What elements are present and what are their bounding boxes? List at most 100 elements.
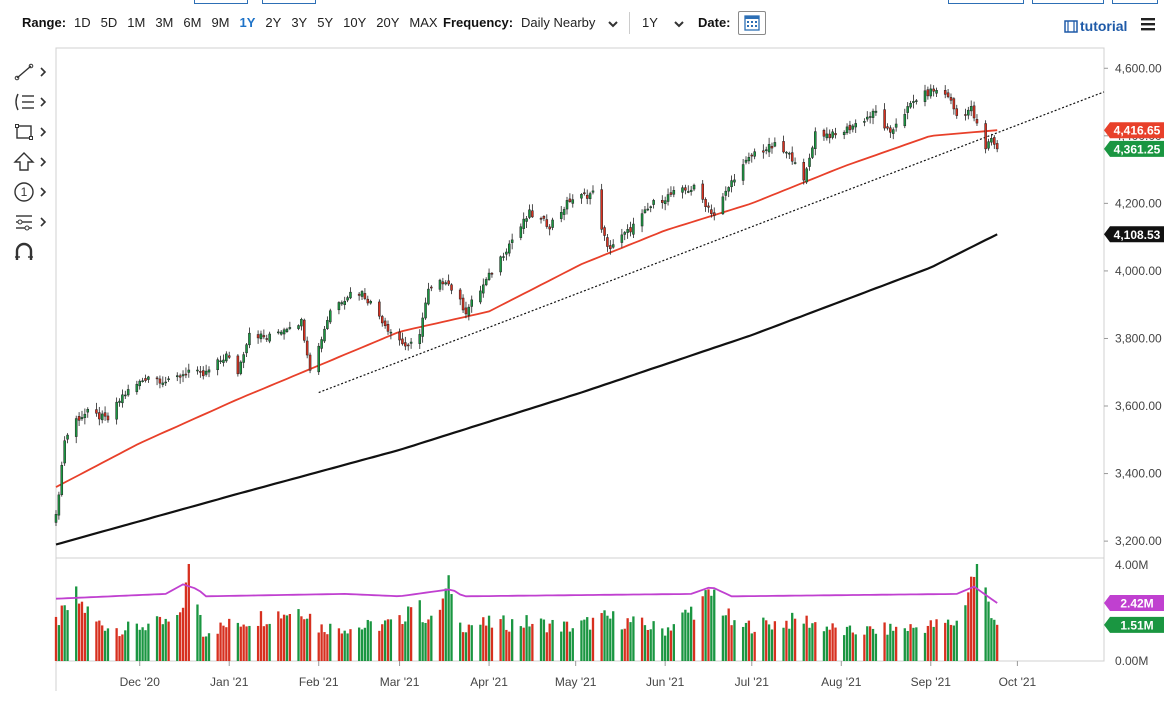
candle-up xyxy=(724,190,728,196)
price-panel-frame xyxy=(55,47,1105,559)
volume-bar-up xyxy=(889,623,892,661)
volume-bar-up xyxy=(268,623,271,661)
candle-up xyxy=(248,332,251,346)
value-badges: 4,416.65 4,361.25 4,108.53 2.42M 1.51M xyxy=(1104,122,1164,633)
top-tab-stub[interactable] xyxy=(262,0,316,4)
candle-up xyxy=(467,306,471,316)
candle-down xyxy=(585,194,589,199)
volume-bar-up xyxy=(444,588,447,661)
volume-ma-badge-shape xyxy=(1104,595,1164,612)
volume-bar-down xyxy=(438,609,442,661)
top-tab-stub[interactable] xyxy=(1032,0,1104,4)
range-5y[interactable]: 5Y xyxy=(317,15,334,30)
range-max[interactable]: MAX xyxy=(409,15,438,30)
volume-bar-down xyxy=(926,625,930,661)
range-1y[interactable]: 1Y xyxy=(239,15,256,30)
volume-bar-up xyxy=(407,606,410,661)
volume-bar-up xyxy=(762,617,765,661)
candle-down xyxy=(227,355,231,358)
candle-up xyxy=(297,325,300,329)
volume-ma-line xyxy=(55,583,998,604)
candle-up xyxy=(559,212,563,219)
candle-up xyxy=(863,121,866,123)
hamburger-menu-icon[interactable] xyxy=(1140,16,1156,32)
candle-up xyxy=(360,291,364,297)
range-3y[interactable]: 3Y xyxy=(291,15,308,30)
volume-bar-down xyxy=(381,624,384,661)
line-tool-button[interactable] xyxy=(12,60,52,84)
range-20y[interactable]: 20Y xyxy=(376,15,400,30)
range-1m[interactable]: 1M xyxy=(127,15,146,30)
fibonacci-tool-button[interactable] xyxy=(12,90,52,114)
frequency-select[interactable]: Daily Nearby xyxy=(521,15,619,31)
candle-up xyxy=(788,152,791,155)
candle-up xyxy=(528,209,531,218)
candle-up xyxy=(323,328,326,342)
volume-bar-up xyxy=(713,589,716,661)
volume-bar-up xyxy=(360,629,364,661)
top-tab-stub[interactable] xyxy=(1112,0,1158,4)
candle-down xyxy=(964,114,967,116)
range-2y[interactable]: 2Y xyxy=(265,15,282,30)
range-5d[interactable]: 5D xyxy=(100,15,118,30)
volume-bar-up xyxy=(955,620,958,661)
range-3m[interactable]: 3M xyxy=(155,15,174,30)
tutorial-link[interactable]: tutorial xyxy=(1064,18,1127,34)
volume-bar-down xyxy=(944,622,947,661)
volume-bar-down xyxy=(894,626,898,661)
pitchfork-tool-button[interactable] xyxy=(12,210,52,234)
volume-bar-down xyxy=(441,598,445,661)
top-tab-stub[interactable] xyxy=(948,0,1024,4)
candle-up xyxy=(909,102,912,108)
volume-bar-down xyxy=(505,629,508,661)
arrow-tool-button[interactable] xyxy=(12,150,52,174)
candle-up xyxy=(444,282,448,285)
volume-bar-up xyxy=(369,621,372,661)
candle-down xyxy=(398,331,401,341)
volume-bar-down xyxy=(401,624,404,661)
date-picker-button[interactable] xyxy=(738,11,766,35)
range-label: Range: xyxy=(22,15,67,30)
volume-bar-down xyxy=(386,619,390,661)
candle-down xyxy=(704,199,707,207)
rectangle-tool-button[interactable] xyxy=(12,120,52,144)
candle-up xyxy=(562,209,566,215)
magnet-tool-button[interactable] xyxy=(12,240,52,264)
period-select[interactable]: 1Y xyxy=(642,15,685,31)
arrow-tool-icon xyxy=(13,152,47,171)
candle-up xyxy=(525,218,528,222)
ma50-value-badge: 4,416.65 xyxy=(1104,122,1164,139)
candle-up xyxy=(288,327,292,329)
range-10y[interactable]: 10Y xyxy=(343,15,367,30)
volume-bar-up xyxy=(580,620,583,661)
volume-bar-up xyxy=(479,624,482,661)
candle-down xyxy=(548,226,551,230)
candle-down xyxy=(199,371,202,373)
candle-up xyxy=(808,157,811,167)
volume-bar-down xyxy=(326,634,329,661)
volume-bar-down xyxy=(640,617,644,661)
candle-up xyxy=(499,256,502,273)
range-9m[interactable]: 9M xyxy=(211,15,230,30)
volume-bar-down xyxy=(591,617,595,661)
volume-bar-down xyxy=(187,563,190,661)
range-1d[interactable]: 1D xyxy=(74,15,91,30)
candle-up xyxy=(969,106,973,112)
range-6m[interactable]: 6M xyxy=(183,15,202,30)
line-tool-icon xyxy=(14,63,47,81)
ma200-layer xyxy=(55,233,998,546)
ma50-value-badge-text: 4,416.65 xyxy=(1114,124,1161,138)
volume-bar-down xyxy=(949,624,953,661)
annotation-tool-button[interactable]: 1 xyxy=(12,180,52,204)
top-tab-stub[interactable] xyxy=(194,0,248,4)
volume-bar-up xyxy=(447,575,450,661)
candle-down xyxy=(972,105,976,119)
candle-down xyxy=(828,133,831,139)
volume-bar-down xyxy=(398,615,401,661)
candle-up xyxy=(831,131,834,138)
volume-bar-down xyxy=(158,616,162,661)
price-tick-label: 4,000.00 xyxy=(1115,264,1162,278)
candle-up xyxy=(329,310,332,323)
candle-down xyxy=(710,209,713,214)
